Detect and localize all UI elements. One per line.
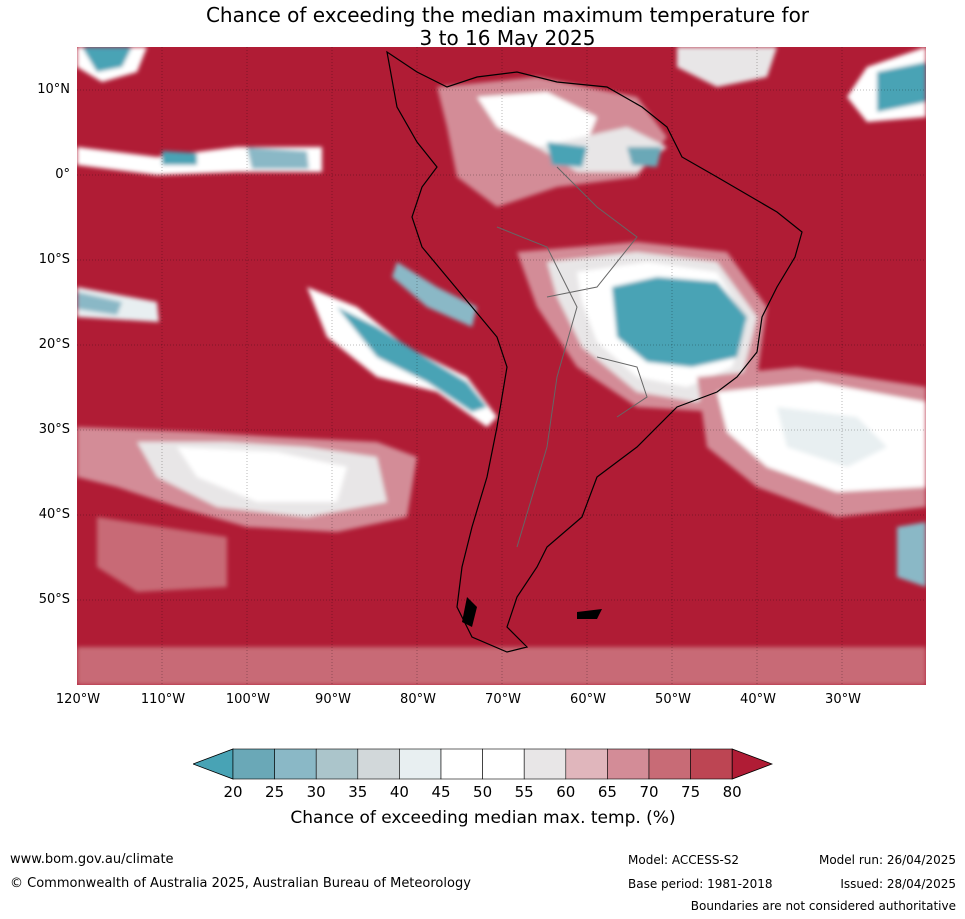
colorbar-tick: 80 (722, 783, 742, 801)
lon-label-60w: 60°W (570, 692, 606, 707)
colorbar-segment (482, 748, 525, 780)
colorbar-tick: 55 (514, 783, 534, 801)
lat-label-20s: 20°S (38, 337, 70, 352)
lat-label-0: 0° (55, 167, 70, 182)
lat-label-10s: 10°S (38, 252, 70, 267)
colorbar-tick: 20 (223, 783, 243, 801)
forecast-map (77, 47, 926, 685)
colorbar-segment (607, 748, 650, 780)
lon-label-110w: 110°W (140, 692, 186, 707)
lon-label-40w: 40°W (740, 692, 776, 707)
colorbar-tick: 25 (265, 783, 285, 801)
colorbar-tick: 35 (348, 783, 368, 801)
colorbar (193, 748, 773, 780)
lon-label-100w: 100°W (225, 692, 271, 707)
colorbar-segment (357, 748, 400, 780)
south-america-outline (386, 50, 803, 653)
probability-patches (77, 47, 926, 685)
boundaries-disclaimer: Boundaries are not considered authoritat… (690, 899, 956, 913)
colorbar-tick: 75 (681, 783, 701, 801)
copyright-text: © Commonwealth of Australia 2025, Austra… (10, 876, 471, 891)
colorbar-segment (399, 748, 442, 780)
title-line-1: Chance of exceeding the median maximum t… (205, 3, 810, 27)
colorbar-segment (690, 748, 733, 780)
lat-label-10n: 10°N (37, 82, 70, 97)
colorbar-segment (232, 748, 275, 780)
colorbar-tick: 65 (597, 783, 617, 801)
lat-label-50s: 50°S (38, 592, 70, 607)
colorbar-tick: 50 (473, 783, 493, 801)
lon-label-50w: 50°W (655, 692, 691, 707)
colorbar-label: Chance of exceeding median max. temp. (%… (290, 808, 676, 828)
colorbar-segment (440, 748, 483, 780)
colorbar-segment (523, 748, 567, 780)
issued-date: Issued: 28/04/2025 (840, 877, 956, 891)
map-title: Chance of exceeding the median maximum t… (0, 4, 965, 50)
colorbar-tick: 60 (556, 783, 576, 801)
colorbar-low-arrow (193, 748, 234, 780)
map-gridlines (77, 47, 926, 685)
lon-label-30w: 30°W (825, 692, 861, 707)
model-name: Model: ACCESS-S2 (628, 853, 740, 867)
title-line-2: 3 to 16 May 2025 (419, 26, 596, 50)
colorbar-segment (274, 748, 317, 780)
lon-label-80w: 80°W (400, 692, 436, 707)
colorbar-segment (565, 748, 608, 780)
colorbar-tick: 45 (431, 783, 451, 801)
lat-label-30s: 30°S (38, 422, 70, 437)
map-canvas (77, 47, 926, 685)
model-run-date: Model run: 26/04/2025 (818, 853, 956, 867)
lon-label-90w: 90°W (315, 692, 351, 707)
lon-label-120w: 120°W (55, 692, 101, 707)
colorbar-high-arrow (731, 748, 773, 780)
lat-label-40s: 40°S (38, 507, 70, 522)
colorbar-tick: 40 (389, 783, 409, 801)
colorbar-segment (315, 748, 359, 780)
lon-label-70w: 70°W (485, 692, 521, 707)
colorbar-segment (648, 748, 691, 780)
colorbar-tick: 30 (306, 783, 326, 801)
colorbar-tick: 70 (639, 783, 659, 801)
bom-url: www.bom.gov.au/climate (10, 852, 174, 867)
base-period: Base period: 1981-2018 (628, 877, 773, 891)
